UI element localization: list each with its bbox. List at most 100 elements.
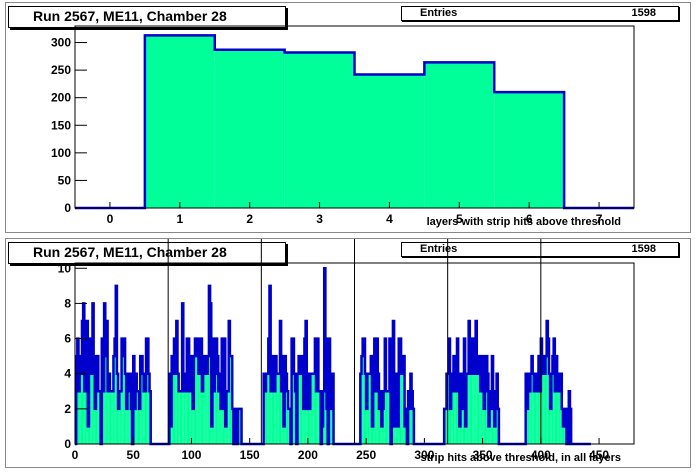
x-tick-label: 350 (473, 448, 493, 462)
histogram-bin (363, 338, 365, 444)
histogram-bin (564, 426, 566, 444)
y-tick-label: 100 (51, 146, 71, 160)
stats-entries-value: 1598 (631, 7, 656, 19)
histogram-bin (203, 356, 205, 444)
x-tick-label: 1 (176, 212, 183, 226)
histogram-bin (199, 356, 201, 444)
y-tick-label: 250 (51, 63, 71, 77)
x-tick-label: 450 (589, 448, 609, 462)
histogram-bin (119, 391, 121, 444)
histogram-bin (201, 391, 204, 444)
histogram-bin (402, 373, 404, 444)
histogram-bin (211, 426, 213, 444)
histogram-bin (148, 373, 150, 444)
histogram-bin (394, 426, 396, 444)
histogram-bin (536, 373, 538, 444)
histogram-bin (399, 338, 402, 444)
histogram-bin (98, 391, 100, 444)
histogram-bin (401, 373, 403, 444)
x-tick-label: 6 (526, 212, 533, 226)
histogram-bin (147, 338, 149, 444)
histogram-bin (369, 373, 371, 444)
histogram-bin (179, 391, 181, 444)
histogram-bin (183, 391, 185, 444)
histogram-pad-layers: Run 2567, ME11, Chamber 28 Entries 1598 … (5, 2, 691, 233)
histogram-bin (545, 356, 547, 444)
histogram-bin (113, 356, 115, 444)
histogram-bin (445, 408, 447, 444)
histogram-bin (281, 391, 283, 444)
histogram-pad-strips: Run 2567, ME11, Chamber 28 Entries 1598 … (5, 238, 691, 468)
histogram-bin (275, 356, 277, 444)
histogram-bin (87, 426, 89, 444)
histogram-bin (141, 356, 143, 444)
histogram-bin (270, 391, 272, 444)
histogram-bin (274, 391, 276, 444)
histogram-bin (139, 408, 141, 444)
histogram-bin (488, 426, 490, 444)
histogram-bin (218, 391, 220, 444)
histogram-bin (143, 391, 145, 444)
histogram-bin (470, 356, 473, 444)
histogram-bin (385, 391, 388, 444)
histogram-bin (465, 426, 467, 444)
histogram-bin (286, 391, 289, 444)
histogram-bin (300, 356, 303, 444)
histogram-bin (555, 356, 558, 444)
histogram-bin (537, 391, 539, 444)
histogram-bin (388, 391, 390, 444)
histogram-bin (309, 408, 311, 444)
x-tick-label: 250 (356, 448, 376, 462)
x-tick-label: 400 (531, 448, 551, 462)
histogram-bin (473, 373, 475, 444)
x-axis-title: strip hits above threshold, in all layer… (420, 452, 621, 464)
histogram-bin (207, 356, 209, 444)
histogram-bin (475, 320, 477, 444)
x-tick-label: 300 (414, 448, 434, 462)
stats-entries-value: 1598 (631, 243, 656, 255)
histogram-bin (362, 338, 364, 444)
histogram-outline (74, 267, 591, 446)
x-tick-label: 4 (386, 212, 393, 226)
histogram-bin (484, 391, 487, 444)
histogram-bin (220, 408, 222, 444)
stats-entries-label: Entries (420, 7, 458, 19)
histogram-bin (118, 408, 120, 444)
histogram-bin (468, 320, 470, 444)
histogram-bin (173, 338, 176, 444)
histogram-bin (477, 373, 480, 444)
histogram-bin (557, 373, 559, 444)
histogram-bin (480, 391, 482, 444)
histogram-bin (194, 338, 197, 444)
x-tick-label: 200 (298, 448, 318, 462)
histogram-bin (293, 373, 296, 444)
histogram-bin (95, 391, 98, 444)
x-tick-label: 150 (240, 448, 260, 462)
histogram-bin (558, 391, 560, 444)
histogram-title: Run 2567, ME11, Chamber 28 (8, 6, 286, 28)
histogram-bin (529, 391, 531, 444)
histogram-bin (177, 373, 179, 444)
histogram-bin (277, 373, 279, 444)
histogram-bin (78, 391, 80, 444)
histogram-bin (554, 391, 556, 444)
histogram-bin (366, 408, 368, 444)
histogram-bin (461, 408, 463, 444)
histogram-bin (180, 391, 183, 444)
histogram-bin (189, 391, 191, 444)
histogram-bin (531, 356, 533, 444)
histogram-bin (178, 391, 180, 444)
histogram-bin (411, 391, 413, 444)
histogram-bin (215, 338, 218, 444)
histogram-bin (483, 408, 485, 444)
histogram-bin (122, 356, 124, 444)
histogram-bin (378, 408, 381, 444)
histogram-bin (227, 391, 229, 444)
histogram-bin (229, 356, 232, 444)
histogram-bin (214, 49, 285, 209)
histogram-bin (533, 391, 536, 444)
histogram-bin (208, 285, 211, 444)
histogram-bin (108, 373, 110, 444)
histogram-bin (452, 373, 454, 444)
histogram-bin (271, 356, 273, 444)
